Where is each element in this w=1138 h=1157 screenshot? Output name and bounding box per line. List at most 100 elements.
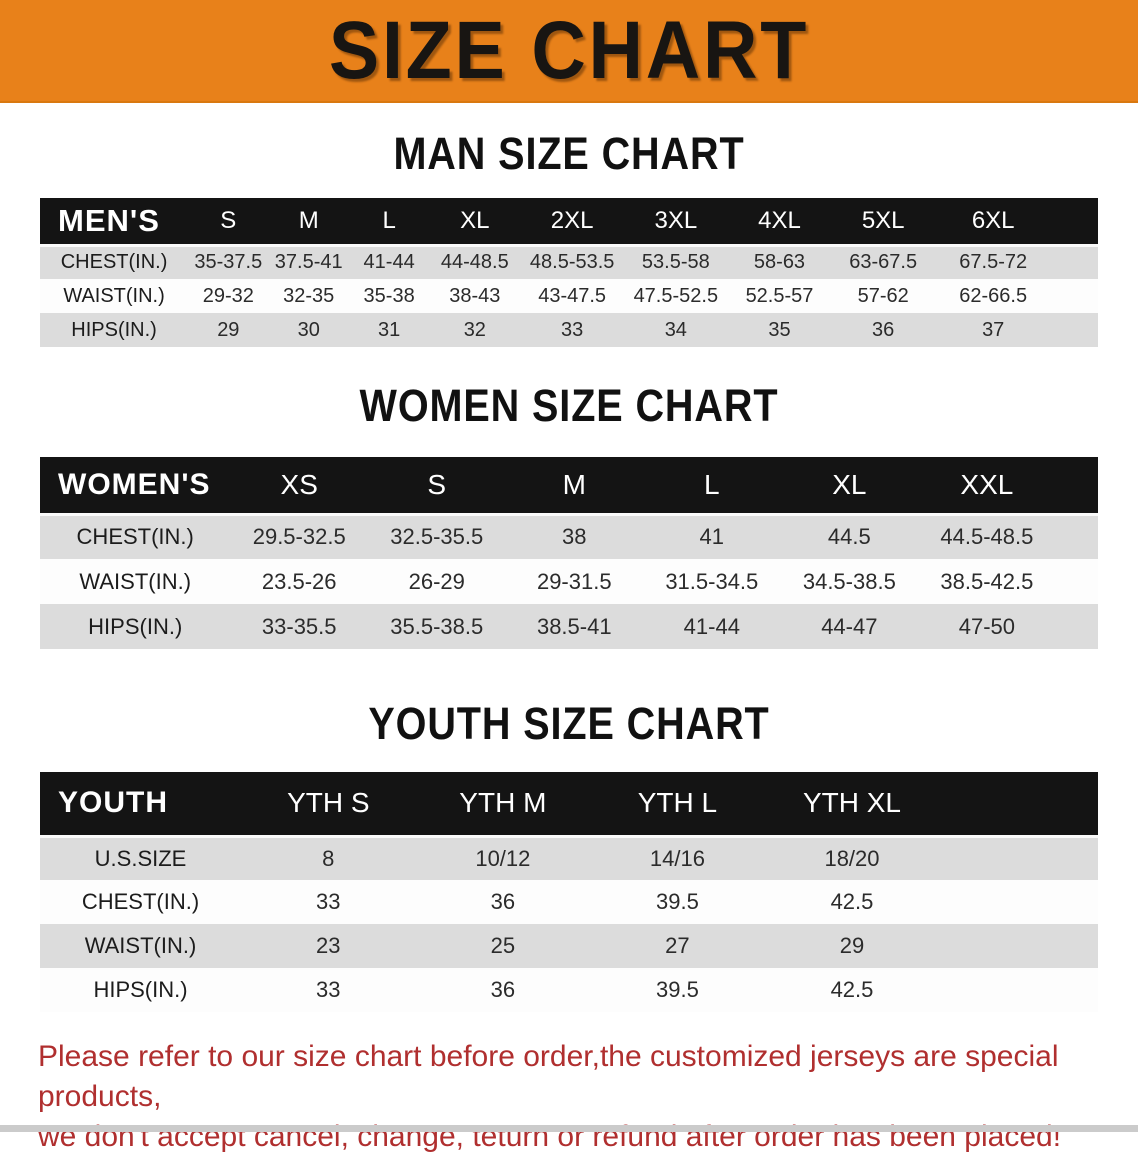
filler-header-cell bbox=[1051, 198, 1098, 247]
row-label-cell: CHEST(IN.) bbox=[81, 889, 200, 914]
filler-cell bbox=[939, 924, 1098, 968]
value-cell: 67.5-72 bbox=[959, 251, 1028, 274]
filler-header-cell bbox=[939, 772, 1098, 838]
size-column-header: XL bbox=[780, 457, 919, 516]
size-column-header: YTH S bbox=[241, 772, 416, 838]
row-label-cell: HIPS(IN.) bbox=[93, 977, 188, 1002]
value-cell: 39.5 bbox=[656, 977, 699, 1002]
size-column-header: 5XL bbox=[831, 198, 935, 247]
row-label-cell: HIPS(IN.) bbox=[88, 613, 183, 639]
value-cell: 53.5-58 bbox=[641, 251, 710, 274]
women-chart-heading: WOMEN SIZE CHART bbox=[359, 380, 779, 431]
filler-cell bbox=[939, 968, 1098, 1012]
value-cell: 35.5-38.5 bbox=[390, 613, 484, 639]
value-cell: 36 bbox=[490, 977, 516, 1002]
youth-chart-heading: YOUTH SIZE CHART bbox=[368, 698, 770, 749]
value-cell: 42.5 bbox=[830, 889, 874, 914]
value-cell: 25 bbox=[490, 933, 516, 958]
value-cell: 34.5-38.5 bbox=[802, 568, 896, 594]
value-cell: 34 bbox=[664, 318, 687, 341]
value-cell: 32.5-35.5 bbox=[390, 524, 484, 550]
value-cell: 35 bbox=[768, 318, 791, 341]
bottom-edge-strip bbox=[0, 1125, 1138, 1132]
value-cell: 36 bbox=[872, 318, 895, 341]
value-cell: 32 bbox=[463, 318, 486, 341]
value-cell: 30 bbox=[297, 318, 320, 341]
value-cell: 57-62 bbox=[857, 284, 909, 307]
men-table-header: MEN'S S M L XL 2XL 3XL 4XL 5XL 6XL bbox=[40, 198, 1098, 247]
row-label-cell: WAIST(IN.) bbox=[84, 933, 197, 958]
table-row: WAIST(IN.) 29-32 32-35 35-38 38-43 43-47.5 47.… bbox=[40, 279, 1098, 313]
value-cell: 38 bbox=[562, 524, 587, 550]
value-cell: 47-50 bbox=[958, 613, 1015, 639]
men-table-body: CHEST(IN.) 35-37.5 37.5-41 41-44 44-48.5 48.5… bbox=[40, 245, 1098, 347]
value-cell: 8 bbox=[322, 845, 335, 871]
value-cell: 29 bbox=[839, 933, 865, 958]
row-label-cell: CHEST(IN.) bbox=[76, 524, 194, 550]
value-cell: 29-31.5 bbox=[536, 568, 612, 594]
men-size-table: MEN'S S M L XL 2XL 3XL 4XL 5XL 6XL CHEST(IN.) 35-3… bbox=[40, 198, 1098, 347]
filler-cell bbox=[1051, 313, 1098, 347]
table-row: WAIST(IN.) 23.5-26 26-29 29-31.5 31.5-34.5 34… bbox=[40, 559, 1098, 604]
disclaimer-line-1: Please refer to our size chart before or… bbox=[38, 1040, 1059, 1113]
table-row: CHEST(IN.) 33 36 39.5 42.5 bbox=[40, 880, 1098, 924]
table-title-cell: YOUTH bbox=[40, 772, 242, 838]
value-cell: 33 bbox=[316, 977, 341, 1002]
value-cell: 10/12 bbox=[475, 845, 531, 871]
table-title-cell: WOMEN'S bbox=[40, 457, 231, 516]
table-title-cell: MEN'S bbox=[40, 198, 189, 247]
row-label-cell: CHEST(IN.) bbox=[60, 251, 168, 274]
value-cell: 44-48.5 bbox=[440, 251, 509, 274]
filler-header-cell bbox=[1055, 457, 1098, 516]
value-cell: 31 bbox=[378, 318, 401, 341]
value-cell: 35-37.5 bbox=[194, 251, 263, 274]
value-cell: 18/20 bbox=[824, 845, 880, 871]
table-row: U.S.SIZE 8 10/12 14/16 18/20 bbox=[40, 836, 1098, 880]
size-column-header: 2XL bbox=[520, 198, 624, 247]
size-column-header: L bbox=[348, 198, 430, 247]
size-column-header: YTH M bbox=[415, 772, 591, 838]
value-cell: 37 bbox=[982, 318, 1005, 341]
youth-size-table: YOUTH YTH S YTH M YTH L YTH XL U.S.SIZE 8 10/1… bbox=[40, 772, 1098, 1012]
value-cell: 58-63 bbox=[753, 251, 806, 274]
youth-table-body: U.S.SIZE 8 10/12 14/16 18/20 CHEST(IN.) 33 36 39… bbox=[40, 836, 1098, 1012]
size-column-header: 4XL bbox=[727, 198, 832, 247]
page-title: SIZE CHART bbox=[328, 4, 810, 96]
women-table-body: CHEST(IN.) 29.5-32.5 32.5-35.5 38 41 44.5 44.5… bbox=[40, 514, 1098, 649]
size-column-header: L bbox=[643, 457, 781, 516]
filler-cell bbox=[939, 836, 1098, 880]
value-cell: 44.5 bbox=[827, 524, 871, 550]
filler-cell bbox=[939, 880, 1098, 924]
header-row: MEN'S S M L XL 2XL 3XL 4XL 5XL 6XL bbox=[40, 198, 1098, 247]
value-cell: 31.5-34.5 bbox=[665, 568, 759, 594]
value-cell: 33-35.5 bbox=[261, 613, 337, 639]
size-column-header: M bbox=[268, 198, 349, 247]
value-cell: 32-35 bbox=[283, 284, 335, 307]
value-cell: 48.5-53.5 bbox=[529, 251, 615, 274]
value-cell: 41-44 bbox=[683, 613, 740, 639]
disclaimer-line-2: we don't accept cancel, change, teturn o… bbox=[38, 1120, 1062, 1153]
value-cell: 33 bbox=[561, 318, 584, 341]
row-label-cell: HIPS(IN.) bbox=[71, 318, 157, 341]
disclaimer: Please refer to our size chart before or… bbox=[38, 1037, 1138, 1157]
header-row: YOUTH YTH S YTH M YTH L YTH XL bbox=[40, 772, 1098, 838]
men-chart-heading: MAN SIZE CHART bbox=[393, 128, 745, 179]
table-row: CHEST(IN.) 29.5-32.5 32.5-35.5 38 41 44.5 44.5… bbox=[40, 514, 1098, 559]
women-table-header: WOMEN'S XS S M L XL XXL bbox=[40, 457, 1098, 516]
size-column-header: YTH L bbox=[590, 772, 765, 838]
value-cell: 38-43 bbox=[449, 284, 501, 307]
size-column-header: XL bbox=[429, 198, 521, 247]
size-column-header: S bbox=[367, 457, 506, 516]
value-cell: 43-47.5 bbox=[538, 284, 607, 307]
value-cell: 29 bbox=[217, 318, 240, 341]
table-row: HIPS(IN.) 29 30 31 32 33 34 35 36 37 bbox=[40, 313, 1098, 347]
row-label-cell: WAIST(IN.) bbox=[79, 568, 192, 594]
value-cell: 38.5-41 bbox=[536, 613, 612, 639]
value-cell: 29.5-32.5 bbox=[252, 524, 346, 550]
value-cell: 63-67.5 bbox=[849, 251, 918, 274]
value-cell: 26-29 bbox=[408, 568, 465, 594]
value-cell: 47.5-52.5 bbox=[633, 284, 719, 307]
banner: SIZE CHART bbox=[0, 0, 1138, 103]
filler-cell bbox=[1056, 604, 1098, 649]
size-column-header: 3XL bbox=[623, 198, 728, 247]
